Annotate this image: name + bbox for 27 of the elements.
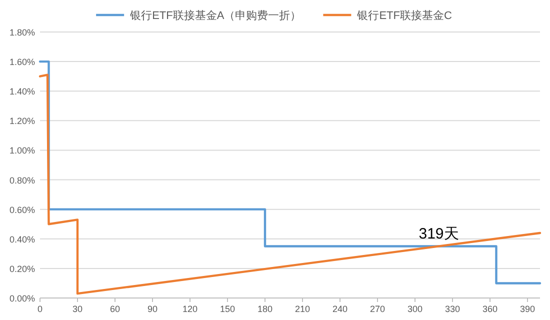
y-tick-label: 0.20% bbox=[9, 264, 35, 274]
legend-label: 银行ETF联接基金A（申购费一折） bbox=[129, 9, 302, 22]
x-tick-label: 0 bbox=[37, 304, 43, 314]
y-tick-label: 1.80% bbox=[9, 28, 35, 38]
x-tick-label: 270 bbox=[370, 304, 386, 314]
y-tick-label: 1.60% bbox=[9, 57, 35, 68]
x-tick-label: 390 bbox=[520, 304, 536, 314]
y-tick-label: 1.00% bbox=[9, 146, 35, 156]
y-tick-label: 0.00% bbox=[9, 294, 35, 304]
x-tick-label: 90 bbox=[147, 304, 158, 314]
x-tick-label: 240 bbox=[332, 304, 348, 314]
x-tick-label: 30 bbox=[72, 304, 83, 314]
x-tick-label: 210 bbox=[294, 304, 310, 314]
legend-label: 银行ETF联接基金C bbox=[356, 9, 452, 22]
x-tick-label: 60 bbox=[110, 304, 120, 314]
annotation: 319天 bbox=[418, 225, 459, 242]
x-tick-label: 330 bbox=[444, 304, 460, 314]
x-tick-label: 150 bbox=[220, 304, 236, 314]
x-tick-label: 180 bbox=[257, 304, 273, 314]
y-tick-label: 0.40% bbox=[9, 234, 35, 244]
y-tick-label: 1.20% bbox=[9, 116, 35, 126]
x-tick-label: 120 bbox=[182, 304, 198, 314]
y-tick-label: 1.40% bbox=[9, 86, 35, 97]
x-tick-label: 360 bbox=[482, 304, 498, 314]
x-tick-label: 300 bbox=[407, 304, 423, 314]
y-tick-label: 0.60% bbox=[9, 204, 35, 215]
y-tick-label: 0.80% bbox=[9, 175, 35, 186]
